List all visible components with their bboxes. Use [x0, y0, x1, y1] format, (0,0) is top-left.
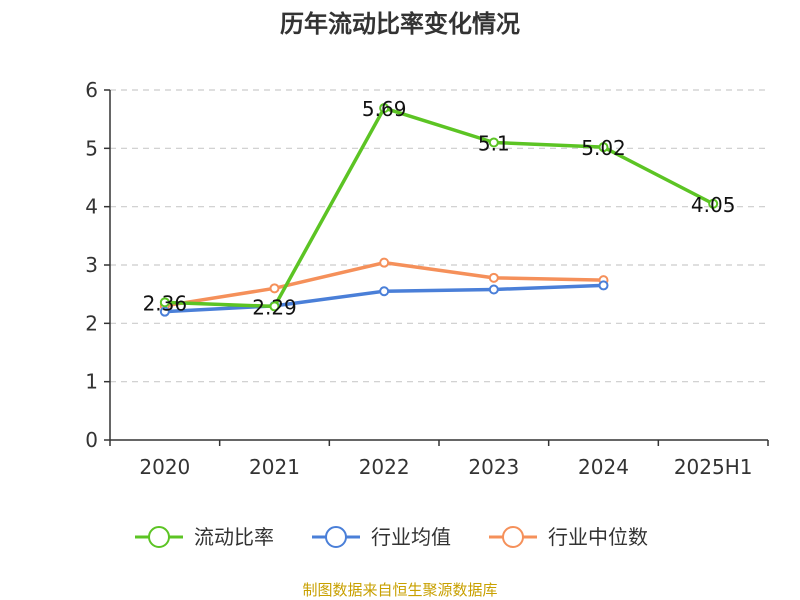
y-tick-label: 4 [85, 195, 98, 219]
data-point [379, 103, 390, 114]
legend-label: 行业均值 [371, 525, 451, 549]
data-labels: 2.36 2.29 5.69 5.1 5.02 4.05 [143, 97, 736, 319]
y-tick-label: 0 [85, 428, 98, 452]
series-line-0 [164, 106, 714, 309]
y-tick-label: 6 [85, 78, 98, 102]
data-point [269, 283, 280, 294]
data-point [708, 198, 719, 209]
x-tick-label: 2021 [249, 455, 300, 479]
data-label: 5.02 [581, 136, 626, 160]
y-tick-label: 2 [85, 311, 98, 335]
legend-marker [502, 526, 524, 548]
legend-marker [325, 526, 347, 548]
data-point [488, 137, 499, 148]
data-label: 2.29 [252, 295, 297, 319]
data-point [598, 142, 609, 153]
data-label: 2.36 [143, 291, 188, 315]
x-tick-label: 2022 [359, 455, 410, 479]
grid [110, 89, 768, 383]
legend-item-2[interactable]: 行业中位数 [489, 525, 648, 549]
data-point [598, 280, 609, 291]
data-point [488, 272, 499, 283]
data-label: 5.69 [362, 97, 407, 121]
data-point [379, 286, 390, 297]
axes: 0 1 2 3 4 5 6 2020 2021 2022 2023 2024 2025H1 [85, 78, 769, 479]
series-group [159, 103, 719, 317]
x-tick-label: 2023 [468, 455, 519, 479]
data-point [269, 301, 280, 312]
x-tick-label: 2024 [578, 455, 629, 479]
legend-item-1[interactable]: 行业均值 [312, 525, 451, 549]
legend-marker [148, 526, 170, 548]
x-tick-label: 2025H1 [674, 455, 753, 479]
data-point [159, 306, 170, 317]
source-note: 制图数据来自恒生聚源数据库 [302, 581, 497, 599]
data-point [379, 257, 390, 268]
legend-label: 流动比率 [194, 525, 274, 549]
data-label: 5.1 [478, 132, 510, 156]
legend-label: 行业中位数 [548, 525, 648, 549]
data-label: 4.05 [691, 193, 736, 217]
chart-title: 历年流动比率变化情况 [280, 10, 520, 38]
y-tick-label: 5 [85, 136, 98, 160]
series-line-2 [164, 260, 604, 308]
y-tick-label: 3 [85, 253, 98, 277]
data-point [159, 297, 170, 308]
y-tick-label: 1 [85, 370, 98, 394]
data-point [488, 284, 499, 295]
legend-item-0[interactable]: 流动比率 [135, 525, 274, 549]
x-tick-label: 2020 [139, 455, 190, 479]
legend: 流动比率 行业均值 行业中位数 [135, 525, 648, 549]
